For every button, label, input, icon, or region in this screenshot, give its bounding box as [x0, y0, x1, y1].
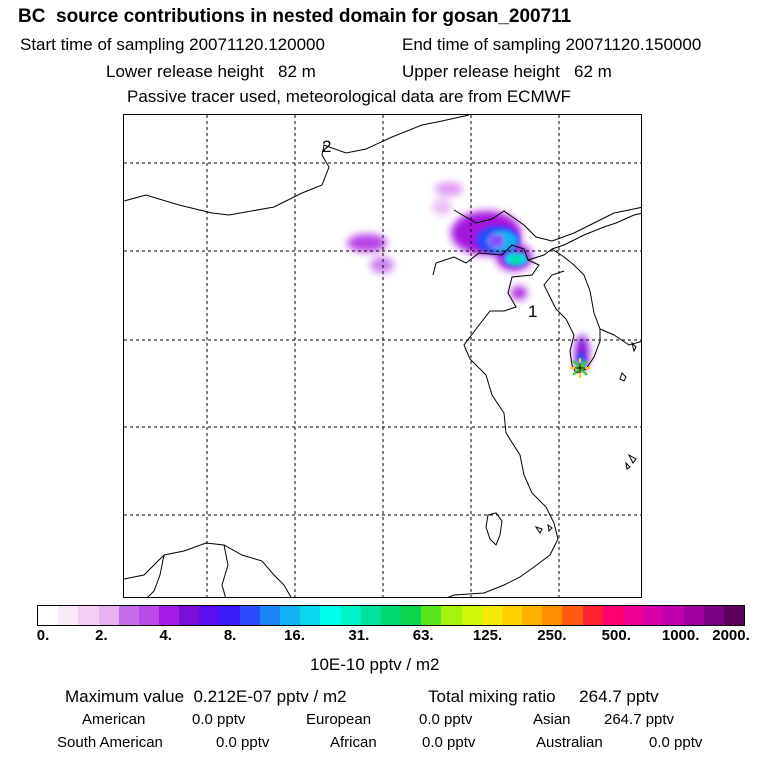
south-american-label: South American: [57, 734, 163, 751]
receptor-star-icon: [570, 358, 590, 378]
colorbar-segment: [360, 606, 381, 625]
colorbar-segment: [461, 606, 482, 625]
colorbar-tick-label: 16.: [284, 627, 305, 644]
colorbar-segment: [441, 606, 462, 625]
colorbar-segment: [663, 606, 684, 625]
end-time-label: End time of sampling 20071120.150000: [402, 35, 702, 54]
colorbar-segment: [421, 606, 442, 625]
colorbar-segment: [78, 606, 99, 625]
colorbar-tick-label: 2000.: [712, 627, 750, 644]
coastlines: [124, 115, 641, 597]
colorbar-segment: [159, 606, 180, 625]
maximum-value: Maximum value 0.212E-07 pptv / m2: [65, 687, 347, 706]
colorbar: [37, 605, 745, 626]
tracer-note: Passive tracer used, meteorological data…: [127, 87, 572, 106]
colorbar-segment: [219, 606, 240, 625]
concentration-plume: [347, 182, 589, 371]
colorbar-segment: [602, 606, 623, 625]
south-american-value: 0.0 pptv: [216, 734, 270, 751]
colorbar-segment: [280, 606, 301, 625]
african-value: 0.0 pptv: [422, 734, 476, 751]
colorbar-segment: [723, 606, 745, 625]
australian-value: 0.0 pptv: [649, 734, 703, 751]
colorbar-segment: [98, 606, 119, 625]
colorbar-segment: [522, 606, 543, 625]
colorbar-tick-label: 125.: [472, 627, 503, 644]
colorbar-segment: [38, 606, 59, 625]
asian-value: 264.7 pptv: [604, 711, 675, 728]
grid-lines: [124, 115, 641, 597]
american-value: 0.0 pptv: [192, 711, 246, 728]
asian-label: Asian: [533, 711, 571, 728]
colorbar-tick-label: 4.: [159, 627, 172, 644]
colorbar-segment: [683, 606, 704, 625]
lower-release-label: Lower release height 82 m: [106, 62, 316, 81]
colorbar-segment: [239, 606, 260, 625]
colorbar-segment: [118, 606, 139, 625]
map-svg: 2 1: [124, 115, 641, 597]
map-label-2: 2: [322, 137, 331, 156]
colorbar-tick-label: 250.: [537, 627, 567, 644]
colorbar-tick-label: 63.: [412, 627, 434, 644]
australian-label: Australian: [536, 734, 603, 751]
colorbar-segment: [179, 606, 200, 625]
start-time-label: Start time of sampling 20071120.120000: [20, 35, 325, 54]
colorbar-segment: [340, 606, 361, 625]
colorbar-tick-label: 2.: [95, 627, 108, 644]
colorbar-segment: [259, 606, 281, 625]
colorbar-segment: [622, 606, 644, 625]
colorbar-tick-label: 8.: [223, 627, 237, 644]
upper-release-label: Upper release height 62 m: [402, 62, 612, 81]
colorbar-tick-label: 0.: [36, 627, 50, 644]
page-title: BC source contributions in nested domain…: [18, 6, 572, 27]
american-label: American: [82, 711, 146, 728]
african-label: African: [330, 734, 377, 751]
colorbar-segment: [58, 606, 79, 625]
colorbar-segment: [542, 606, 563, 625]
european-label: European: [306, 711, 372, 728]
colorbar-segment: [300, 606, 321, 625]
european-value: 0.0 pptv: [419, 711, 473, 728]
colorbar-segment: [138, 606, 160, 625]
colorbar-segment: [582, 606, 603, 625]
colorbar-segment: [199, 606, 220, 625]
map-panel: 2 1: [123, 114, 642, 598]
colorbar-unit: 10E-10 pptv / m2: [310, 655, 440, 674]
colorbar-segment: [501, 606, 523, 625]
colorbar-segment: [703, 606, 724, 625]
colorbar-segment: [481, 606, 502, 625]
colorbar-segment: [320, 606, 341, 625]
colorbar-segment: [380, 606, 402, 625]
colorbar-segment: [562, 606, 583, 625]
colorbar-segment: [643, 606, 664, 625]
colorbar-tick-label: 31.: [348, 627, 370, 644]
colorbar-tick-label: 1000.: [661, 627, 700, 644]
total-mixing-ratio: Total mixing ratio 264.7 pptv: [428, 687, 659, 706]
colorbar-segment: [401, 606, 422, 625]
map-label-1: 1: [528, 302, 537, 321]
colorbar-tick-label: 500.: [601, 627, 631, 644]
